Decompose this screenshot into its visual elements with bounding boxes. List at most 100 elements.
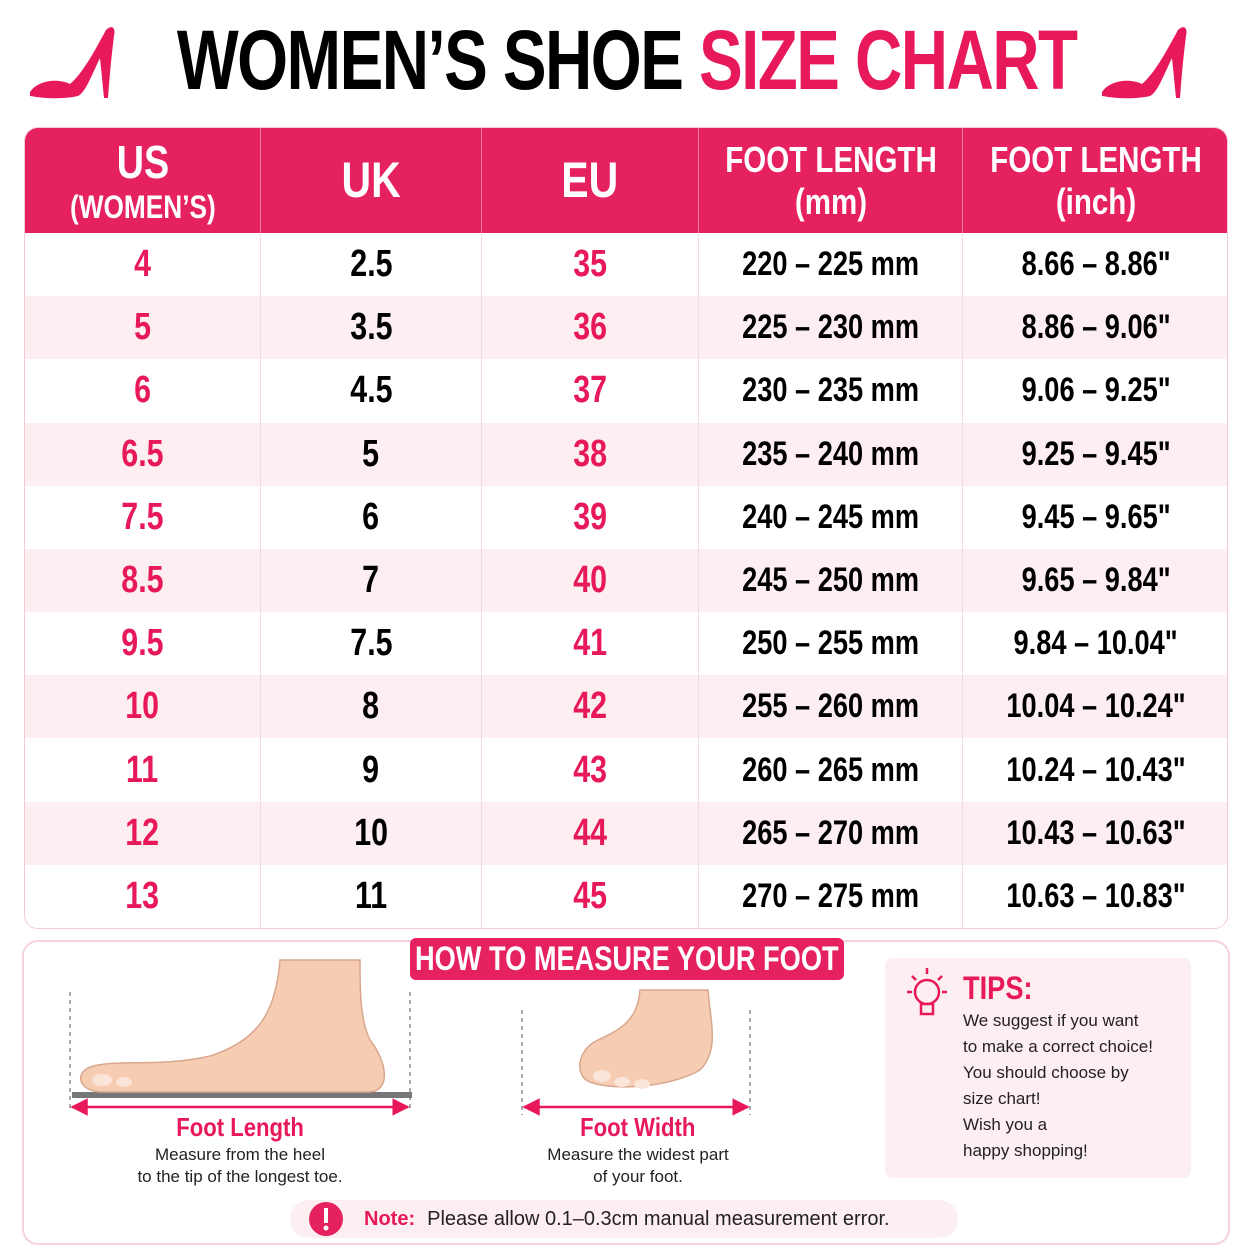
cell-text: 9.65 – 9.84" (1021, 560, 1171, 599)
foot-width-illustration (521, 989, 751, 1116)
table-cell: 10.63 – 10.83" (963, 865, 1227, 928)
header-text: (mm) (794, 180, 867, 222)
table-cell: 37 (482, 359, 699, 423)
foot-length-text: Measure from the heel to the tip of the l… (90, 1144, 390, 1188)
cell-text: 10 (354, 811, 388, 854)
cell-text: 43 (573, 748, 607, 791)
cell-text: 9.06 – 9.25" (1021, 371, 1171, 410)
table-cell: 270 – 275 mm (699, 864, 963, 928)
cell-text: 8.5 (121, 558, 164, 601)
table-cell: 225 – 230 mm (699, 296, 963, 360)
table-cell: 13 (25, 864, 261, 928)
table-cell: 8.86 – 9.06" (963, 296, 1227, 359)
table-cell: 235 – 240 mm (699, 422, 963, 486)
cell-text: 9.45 – 9.65" (1021, 497, 1171, 536)
cell-text: 250 – 255 mm (742, 624, 919, 663)
cell-text: 10.04 – 10.24" (1006, 687, 1186, 726)
cell-text: 260 – 265 mm (742, 750, 919, 789)
header-cell: UK (261, 128, 482, 233)
table-cell: 240 – 245 mm (699, 485, 963, 549)
table-cell: 35 (482, 233, 699, 297)
text-line: Measure from the heel (154, 1145, 326, 1164)
cell-text: 4 (134, 243, 151, 286)
warning-icon (309, 1202, 343, 1236)
cell-text: 7.5 (121, 495, 164, 538)
table-cell: 9.06 – 9.25" (963, 359, 1227, 422)
table-cell: 4 (25, 233, 261, 297)
cell-text: 6.5 (121, 432, 164, 475)
cell-text: 8.86 – 9.06" (1021, 308, 1171, 347)
note-text: Please allow 0.1–0.3cm manual measuremen… (427, 1207, 890, 1230)
cell-text: 9.25 – 9.45" (1021, 434, 1171, 473)
cell-text: 11 (126, 748, 159, 791)
table-cell: 38 (482, 422, 699, 486)
header-cell: FOOT LENGTH (inch) (963, 128, 1227, 233)
header-text: FOOT LENGTH (990, 139, 1202, 181)
cell-text: 12 (125, 811, 160, 854)
cell-text: 10.24 – 10.43" (1006, 750, 1186, 789)
cell-text: 44 (573, 811, 607, 854)
shoe-icon (1102, 27, 1187, 99)
table-cell: 7.5 (261, 612, 482, 676)
measure-title-text: HOW TO MEASURE YOUR FOOT (415, 939, 839, 978)
table-cell: 10.43 – 10.63" (963, 802, 1227, 865)
note: Note: Please allow 0.1–0.3cm manual meas… (290, 1200, 958, 1238)
header-text: (WOMEN’S) (69, 188, 216, 225)
cell-text: 38 (573, 432, 607, 475)
table-cell: 6 (25, 359, 261, 423)
table-row: 11 9 43 260 – 265 mm 10.24 – 10.43" (25, 738, 1227, 802)
table-cell: 8.5 (25, 548, 261, 613)
cell-text: 220 – 225 mm (742, 245, 919, 284)
table-cell: 9.25 – 9.45" (963, 423, 1227, 486)
table-cell: 9.84 – 10.04" (963, 612, 1227, 675)
cell-text: 41 (573, 622, 607, 665)
header-text: FOOT LENGTH (724, 139, 937, 181)
table-cell: 9.5 (25, 612, 261, 676)
table-cell: 3.5 (261, 296, 482, 360)
cell-text: 7 (362, 558, 380, 601)
tips-line: size chart! (963, 1089, 1041, 1108)
table-cell: 36 (482, 296, 699, 360)
cell-text: 37 (573, 369, 607, 412)
cell-text: 9.84 – 10.04" (1013, 624, 1179, 663)
table-cell: 10 (25, 675, 261, 739)
header-text: EU (561, 151, 619, 208)
cell-text: 3.5 (349, 306, 393, 349)
cell-text: 2.5 (349, 243, 393, 286)
title-text: WOMEN’S SHOE SIZE CHART (177, 14, 1078, 106)
header-cell: FOOT LENGTH (mm) (699, 128, 963, 233)
foot-width-label: Foot Width (488, 1112, 788, 1143)
header-cell: US (WOMEN’S) (25, 128, 261, 233)
table-cell: 7 (261, 548, 482, 613)
cell-text: 4.5 (349, 369, 393, 412)
table-cell: 12 (25, 801, 261, 865)
cell-text: 7.5 (349, 622, 393, 665)
table-cell: 43 (482, 738, 699, 802)
tips-title-text: TIPS: (963, 970, 1033, 1006)
table-row: 8.5 7 40 245 – 250 mm 9.65 – 9.84" (25, 548, 1227, 613)
table-cell: 260 – 265 mm (699, 738, 963, 802)
tips-line: happy shopping! (963, 1141, 1088, 1160)
foot-length-label: Foot Length (90, 1112, 390, 1143)
table-cell: 8.66 – 8.86" (963, 233, 1227, 296)
cell-text: 42 (573, 685, 607, 728)
tips-line: We suggest if you want (963, 1011, 1139, 1030)
measure-title: HOW TO MEASURE YOUR FOOT (410, 938, 844, 980)
size-table: US (WOMEN’S) UK EU FOOT LENGTH (mm) FOOT LENGT… (24, 127, 1228, 929)
cell-text: 10 (125, 685, 160, 728)
header-text: UK (341, 151, 401, 208)
cell-text: 6 (134, 369, 151, 412)
table-cell: 5 (25, 296, 261, 360)
cell-text: 10.63 – 10.83" (1006, 876, 1186, 915)
table-row: 10 8 42 255 – 260 mm 10.04 – 10.24" (25, 675, 1227, 739)
cell-text: 235 – 240 mm (742, 434, 919, 473)
text-line: Measure the widest part (547, 1145, 729, 1164)
cell-text: 255 – 260 mm (742, 687, 919, 726)
table-cell: 9.65 – 9.84" (963, 549, 1227, 612)
cell-text: 13 (125, 874, 160, 917)
cell-text: 39 (573, 495, 607, 538)
table-cell: 10.24 – 10.43" (963, 738, 1227, 801)
cell-text: 11 (354, 874, 388, 917)
table-row: 7.5 6 39 240 – 245 mm 9.45 – 9.65" (25, 485, 1227, 549)
